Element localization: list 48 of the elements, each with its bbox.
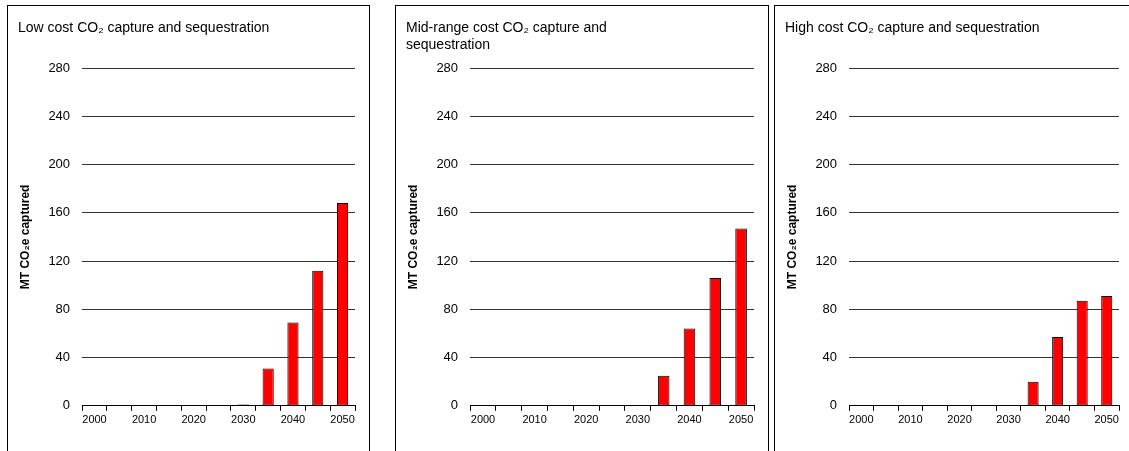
y-tick-label: 40 xyxy=(55,349,71,365)
y-axis-title: MT CO₂e captured xyxy=(405,184,420,290)
x-tick-label: 2020 xyxy=(573,413,599,426)
x-tick-label: 2030 xyxy=(996,413,1021,426)
chart-title: Mid-range cost CO₂ capture and sequestration xyxy=(406,19,608,53)
x-tick-label: 2040 xyxy=(280,413,306,426)
y-tick-label: 240 xyxy=(436,107,459,123)
y-tick-label: 160 xyxy=(436,204,459,220)
y-tick-label: 240 xyxy=(815,107,838,123)
x-tick-label: 2000 xyxy=(849,413,874,426)
y-axis-title: MT CO₂e captured xyxy=(17,184,32,290)
y-tick-label: 120 xyxy=(815,252,838,268)
y-axis-title: MT CO₂e captured xyxy=(784,184,799,290)
chart-title: Low cost CO₂ capture and sequestration xyxy=(18,19,271,36)
x-tick-label: 2000 xyxy=(82,413,107,426)
y-tick-label: 200 xyxy=(815,156,838,172)
y-tick-label: 0 xyxy=(62,397,71,413)
y-tick-label: 280 xyxy=(48,59,71,75)
x-tick-label: 2050 xyxy=(1094,413,1119,426)
y-tick-label: 0 xyxy=(450,397,459,413)
y-tick-label: 120 xyxy=(436,252,459,268)
x-tick-label: 2000 xyxy=(470,413,496,426)
chart-title: High cost CO₂ capture and sequestration xyxy=(785,19,1041,36)
x-tick-label: 2010 xyxy=(131,413,157,426)
y-tick-label: 120 xyxy=(48,252,71,268)
y-tick-label: 160 xyxy=(815,204,838,220)
y-tick-label: 280 xyxy=(815,59,838,75)
y-tick-label: 200 xyxy=(436,156,459,172)
x-tick-label: 2010 xyxy=(898,413,923,426)
y-tick-label: 160 xyxy=(48,204,71,220)
y-tick-label: 40 xyxy=(822,349,838,365)
y-tick-label: 80 xyxy=(822,300,838,316)
x-tick-label: 2050 xyxy=(330,413,355,426)
x-tick-label: 2040 xyxy=(677,413,702,426)
y-tick-label: 240 xyxy=(48,107,71,123)
x-tick-label: 2050 xyxy=(728,413,754,426)
x-tick-label: 2030 xyxy=(231,413,256,426)
y-tick-label: 0 xyxy=(829,397,838,413)
y-tick-label: 80 xyxy=(55,300,71,316)
x-tick-label: 2010 xyxy=(522,413,547,426)
x-tick-label: 2020 xyxy=(181,413,206,426)
x-tick-label: 2030 xyxy=(625,413,651,426)
y-tick-label: 200 xyxy=(48,156,71,172)
x-tick-label: 2020 xyxy=(947,413,972,426)
x-tick-label: 2040 xyxy=(1045,413,1070,426)
y-tick-label: 280 xyxy=(436,59,459,75)
y-tick-label: 40 xyxy=(443,349,459,365)
y-tick-label: 80 xyxy=(443,300,459,316)
